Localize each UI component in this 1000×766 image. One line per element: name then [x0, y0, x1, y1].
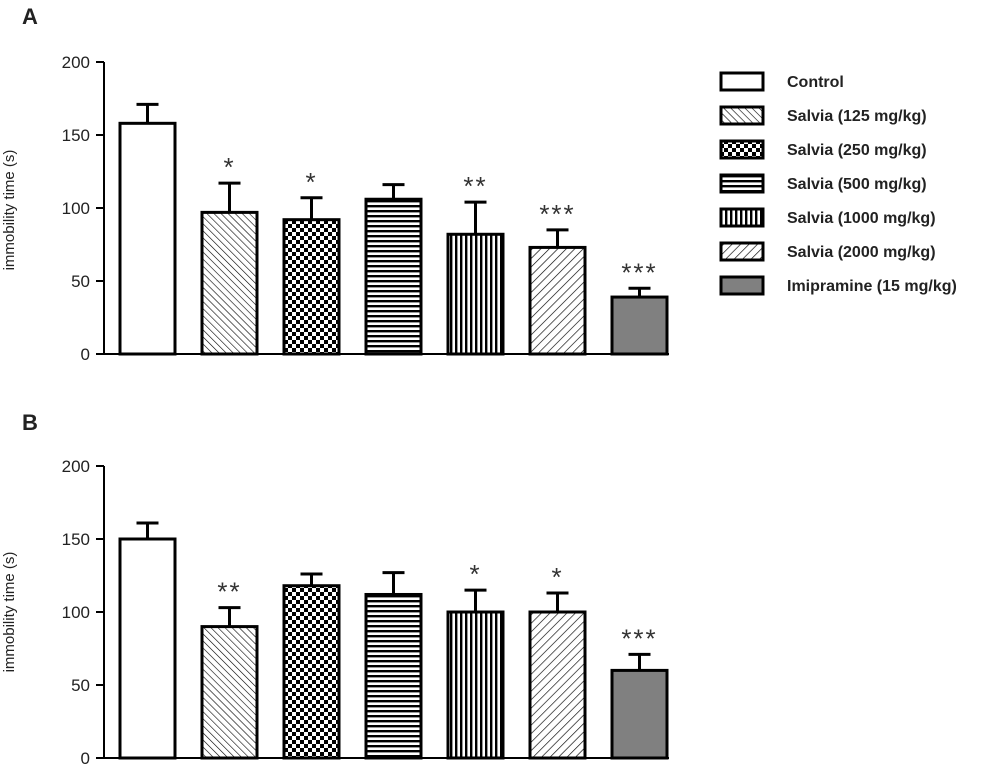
legend-label: Imipramine (15 mg/kg) [787, 278, 957, 295]
legend-label: Salvia (500 mg/kg) [787, 176, 927, 193]
bar-5: ** [446, 171, 505, 356]
legend-swatch [719, 207, 765, 228]
y-axis-label: immobility time (s) [1, 552, 18, 673]
y-tick-label: 50 [71, 272, 90, 291]
y-tick-label: 200 [62, 53, 90, 72]
legend-item: Control [719, 71, 844, 92]
bar-4 [364, 183, 423, 356]
bar-6: * [528, 562, 587, 760]
y-axis-label: immobility time (s) [1, 150, 18, 271]
y-tick-label: 0 [81, 749, 90, 766]
bar-2: ** [200, 577, 259, 760]
y-tick-label: 100 [62, 603, 90, 622]
significance-marker: * [551, 562, 563, 592]
bar-1 [118, 521, 177, 760]
bar-rect [610, 295, 669, 356]
panel-label: B [22, 410, 38, 435]
bar-rect [282, 584, 341, 760]
bar-rect [446, 610, 505, 760]
y-axis: 0 50 100 150 200 [62, 53, 669, 364]
legend-item: Imipramine (15 mg/kg) [719, 275, 957, 296]
bar-7: *** [610, 257, 669, 356]
significance-marker: ** [217, 577, 241, 607]
legend-label: Salvia (1000 mg/kg) [787, 210, 936, 227]
y-tick-label: 50 [71, 676, 90, 695]
bar-rect [118, 537, 177, 760]
legend-item: Salvia (500 mg/kg) [719, 173, 927, 194]
significance-marker: *** [621, 257, 657, 287]
bar-4 [364, 571, 423, 760]
bar-rect [446, 232, 505, 356]
legend-label: Salvia (2000 mg/kg) [787, 244, 936, 261]
legend-swatch [719, 173, 765, 194]
bar-rect [200, 210, 259, 356]
bar-rect [364, 592, 423, 760]
bar-3: * [282, 167, 341, 356]
significance-marker: * [223, 152, 235, 182]
legend-swatch [719, 241, 765, 262]
legend-item: Salvia (250 mg/kg) [719, 139, 927, 160]
significance-marker: * [305, 167, 317, 197]
bar-6: *** [528, 199, 587, 356]
bar-group: *** **** [118, 521, 669, 760]
bar-rect [282, 218, 341, 356]
bar-rect [610, 668, 669, 760]
bar-rect [528, 245, 587, 356]
legend-swatch [719, 275, 765, 296]
significance-marker: *** [621, 623, 657, 653]
bar-5: * [446, 559, 505, 760]
bar-rect [118, 121, 177, 356]
bar-group: * * ******** [118, 102, 669, 356]
bar-2: * [200, 152, 259, 356]
legend-item: Salvia (2000 mg/kg) [719, 241, 936, 262]
y-tick-label: 0 [81, 345, 90, 364]
legend: Control Salvia (125 mg/kg) Salvia (250 mg/… [719, 71, 957, 296]
bar-rect [528, 610, 587, 760]
panel-label: A [22, 4, 38, 29]
y-tick-label: 200 [62, 457, 90, 476]
bar-7: *** [610, 623, 669, 760]
legend-swatch [719, 71, 765, 92]
significance-marker: *** [539, 199, 575, 229]
legend-swatch [719, 105, 765, 126]
bar-1 [118, 102, 177, 356]
legend-item: Salvia (1000 mg/kg) [719, 207, 936, 228]
y-tick-label: 100 [62, 199, 90, 218]
legend-label: Salvia (250 mg/kg) [787, 142, 927, 159]
significance-marker: ** [463, 171, 487, 201]
legend-label: Control [787, 74, 844, 91]
y-tick-label: 150 [62, 530, 90, 549]
legend-item: Salvia (125 mg/kg) [719, 105, 927, 126]
significance-marker: * [469, 559, 481, 589]
bar-rect [200, 625, 259, 760]
legend-label: Salvia (125 mg/kg) [787, 108, 927, 125]
y-tick-label: 150 [62, 126, 90, 145]
legend-swatch [719, 139, 765, 160]
bar-rect [364, 197, 423, 356]
bar-3 [282, 572, 341, 760]
